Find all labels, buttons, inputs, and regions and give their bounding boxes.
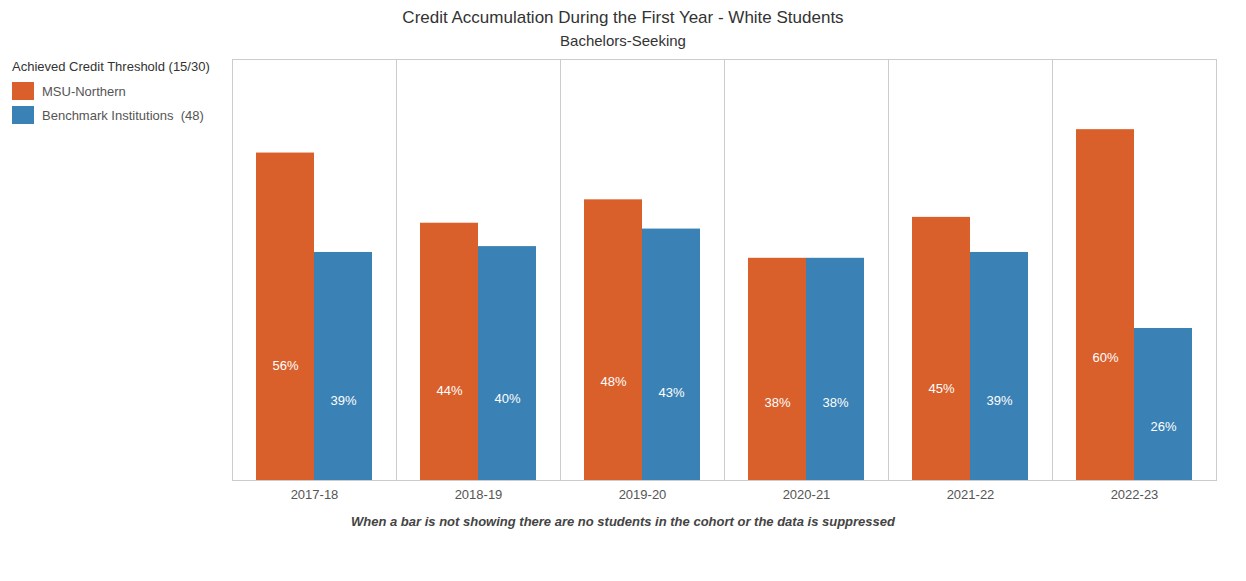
- svg-text:2022-23: 2022-23: [1111, 487, 1159, 502]
- svg-text:2020-21: 2020-21: [783, 487, 831, 502]
- html-text:Credit Accumulation During the: Credit Accumulation During the First Yea…: [402, 8, 844, 27]
- svg-text:39%: 39%: [330, 393, 356, 408]
- svg-text:2018-19: 2018-19: [455, 487, 503, 502]
- html-text:When a bar is not showing ther: When a bar is not showing there are no s…: [351, 514, 895, 529]
- svg-text:43%: 43%: [658, 385, 684, 400]
- svg-text:60%: 60%: [1092, 350, 1118, 365]
- svg-text:39%: 39%: [986, 393, 1012, 408]
- html-text:MSU-Northern: MSU-Northern: [42, 83, 126, 99]
- svg-text:56%: 56%: [272, 358, 298, 373]
- svg-text:40%: 40%: [494, 391, 520, 406]
- svg-text:44%: 44%: [436, 383, 462, 398]
- svg-text:2021-22: 2021-22: [947, 487, 995, 502]
- html-text:Bachelors-Seeking: Bachelors-Seeking: [560, 32, 686, 49]
- svg-text:26%: 26%: [1150, 419, 1176, 434]
- svg-text:2019-20: 2019-20: [619, 487, 667, 502]
- svg-text:45%: 45%: [928, 381, 954, 396]
- svg-text:38%: 38%: [764, 395, 790, 410]
- html-text:Benchmark Institutions (48): Benchmark Institutions (48): [42, 107, 204, 123]
- svg-text:38%: 38%: [822, 395, 848, 410]
- svg-text:2017-18: 2017-18: [291, 487, 339, 502]
- svg-text:48%: 48%: [600, 374, 626, 389]
- html-text:Achieved Credit Threshold (15/: Achieved Credit Threshold (15/30): [12, 59, 210, 74]
